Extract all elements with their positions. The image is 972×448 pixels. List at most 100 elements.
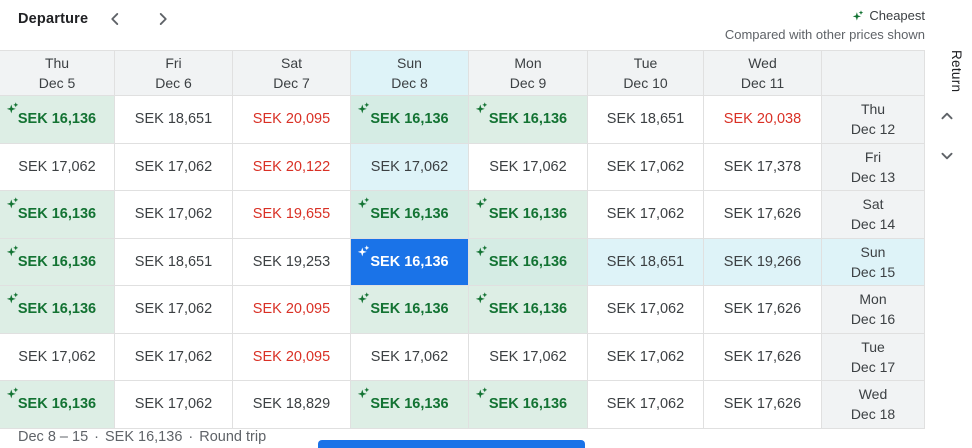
departure-next-button[interactable] (148, 4, 178, 34)
price-cell[interactable]: SEK 17,062 (588, 381, 704, 429)
separator-dot: · (188, 429, 194, 445)
trip-summary-dates: Dec 8 – 15 (18, 429, 89, 445)
sparkle-icon (475, 197, 488, 209)
price-label: SEK 17,626 (723, 396, 802, 413)
price-cell[interactable]: SEK 20,095 (233, 333, 351, 381)
sparkle-icon (475, 102, 488, 114)
sparkle-icon (6, 102, 19, 114)
price-cell[interactable]: SEK 16,136 (351, 238, 469, 286)
price-label: SEK 17,062 (606, 158, 685, 175)
sparkle-icon (475, 387, 488, 399)
price-cell[interactable]: SEK 16,136 (0, 286, 115, 334)
price-cell[interactable]: SEK 16,136 (469, 286, 588, 334)
price-cell[interactable]: SEK 17,062 (469, 333, 588, 381)
price-cell[interactable]: SEK 17,378 (704, 143, 822, 191)
price-cell[interactable]: SEK 17,062 (115, 191, 233, 239)
price-label: SEK 17,062 (134, 158, 213, 175)
price-cell[interactable]: SEK 17,062 (588, 143, 704, 191)
price-cell[interactable]: SEK 18,651 (588, 238, 704, 286)
row-day: Mon (859, 291, 887, 308)
price-cell[interactable]: SEK 17,062 (351, 143, 469, 191)
price-cell[interactable]: SEK 16,136 (469, 381, 588, 429)
price-cell[interactable]: SEK 18,651 (588, 96, 704, 144)
row-header-sun: Sun Dec 15 (822, 238, 925, 286)
price-label: SEK 16,136 (17, 111, 97, 128)
row-header-thu: Thu Dec 12 (822, 96, 925, 144)
row-day: Sun (860, 243, 886, 260)
price-cell[interactable]: SEK 19,253 (233, 238, 351, 286)
trip-summary: Dec 8 – 15 · SEK 16,136 · Round trip (18, 429, 266, 445)
column-day: Sat (280, 55, 302, 71)
price-cell[interactable]: SEK 18,651 (115, 96, 233, 144)
departure-prev-button[interactable] (100, 4, 130, 34)
price-cell[interactable]: SEK 17,626 (704, 333, 822, 381)
column-header-wed: Wed Dec 11 (704, 51, 822, 96)
price-label: SEK 16,136 (370, 301, 449, 318)
price-cell[interactable]: SEK 17,626 (704, 191, 822, 239)
price-cell[interactable]: SEK 16,136 (469, 238, 588, 286)
row-date: Dec 15 (850, 263, 896, 280)
price-cell[interactable]: SEK 17,062 (115, 381, 233, 429)
price-label: SEK 18,651 (606, 253, 685, 270)
column-date: Dec 9 (509, 75, 547, 91)
price-cell[interactable]: SEK 16,136 (351, 286, 469, 334)
price-cell[interactable]: SEK 17,062 (588, 286, 704, 334)
price-label: SEK 17,062 (370, 158, 449, 175)
price-cell[interactable]: SEK 20,122 (233, 143, 351, 191)
column-header-sun: Sun Dec 8 (351, 51, 469, 96)
price-label: SEK 17,626 (723, 301, 802, 318)
row-day: Wed (858, 386, 888, 403)
column-day: Fri (165, 55, 182, 71)
price-cell[interactable]: SEK 17,062 (588, 191, 704, 239)
price-cell[interactable]: SEK 17,626 (704, 286, 822, 334)
sparkle-icon (357, 102, 370, 114)
price-label: SEK 16,136 (17, 396, 97, 413)
price-cell[interactable]: SEK 16,136 (0, 381, 115, 429)
price-cell[interactable]: SEK 16,136 (351, 96, 469, 144)
price-cell[interactable]: SEK 19,266 (704, 238, 822, 286)
column-day: Mon (514, 55, 542, 71)
price-cell[interactable]: SEK 17,626 (704, 381, 822, 429)
price-cell[interactable]: SEK 16,136 (469, 96, 588, 144)
row-day: Tue (861, 338, 885, 355)
price-cell[interactable]: SEK 17,062 (0, 143, 115, 191)
return-scroll-down-button[interactable] (933, 143, 961, 171)
price-label: SEK 20,038 (723, 111, 802, 128)
price-label: SEK 20,095 (252, 348, 331, 365)
price-cell[interactable]: SEK 20,095 (233, 96, 351, 144)
chevron-right-icon (152, 8, 174, 30)
price-label: SEK 17,062 (18, 158, 96, 175)
price-cell[interactable]: SEK 17,062 (115, 333, 233, 381)
sparkle-icon (357, 197, 370, 209)
price-cell[interactable]: SEK 16,136 (0, 238, 115, 286)
price-cell[interactable]: SEK 19,655 (233, 191, 351, 239)
price-cell[interactable]: SEK 17,062 (0, 333, 115, 381)
price-cell[interactable]: SEK 20,095 (233, 286, 351, 334)
price-label: SEK 18,651 (606, 111, 685, 128)
price-cell[interactable]: SEK 18,829 (233, 381, 351, 429)
price-cell[interactable]: SEK 16,136 (0, 96, 115, 144)
price-cell[interactable]: SEK 16,136 (351, 381, 469, 429)
row-header-fri: Fri Dec 13 (822, 143, 925, 191)
return-scroll-up-button[interactable] (933, 103, 961, 131)
price-cell[interactable]: SEK 17,062 (115, 286, 233, 334)
price-cell[interactable]: SEK 18,651 (115, 238, 233, 286)
row-day: Thu (860, 101, 886, 118)
price-label: SEK 16,136 (17, 206, 97, 223)
price-cell[interactable]: SEK 17,062 (115, 143, 233, 191)
price-cell[interactable]: SEK 16,136 (0, 191, 115, 239)
price-label: SEK 16,136 (488, 253, 568, 270)
legend-note: Compared with other prices shown (724, 27, 925, 42)
price-label: SEK 16,136 (370, 396, 449, 413)
trip-summary-type: Round trip (199, 429, 267, 445)
sparkle-icon (357, 292, 370, 304)
price-label: SEK 17,062 (489, 348, 567, 365)
price-cell[interactable]: SEK 17,062 (469, 143, 588, 191)
price-cell[interactable]: SEK 20,038 (704, 96, 822, 144)
price-cell[interactable]: SEK 17,062 (588, 333, 704, 381)
sparkle-icon (853, 9, 864, 20)
price-cell[interactable]: SEK 16,136 (351, 191, 469, 239)
legend-cheapest-label: Cheapest (869, 8, 925, 23)
price-cell[interactable]: SEK 16,136 (469, 191, 588, 239)
price-cell[interactable]: SEK 17,062 (351, 333, 469, 381)
